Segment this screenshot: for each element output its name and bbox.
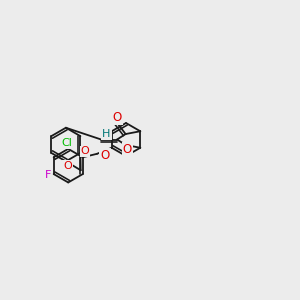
Text: Cl: Cl: [61, 139, 73, 148]
Text: O: O: [81, 146, 90, 156]
Text: O: O: [122, 143, 132, 156]
Text: O: O: [63, 160, 72, 170]
Text: O: O: [100, 149, 110, 162]
Text: F: F: [45, 170, 52, 180]
Text: H: H: [102, 129, 111, 139]
Text: O: O: [113, 111, 122, 124]
